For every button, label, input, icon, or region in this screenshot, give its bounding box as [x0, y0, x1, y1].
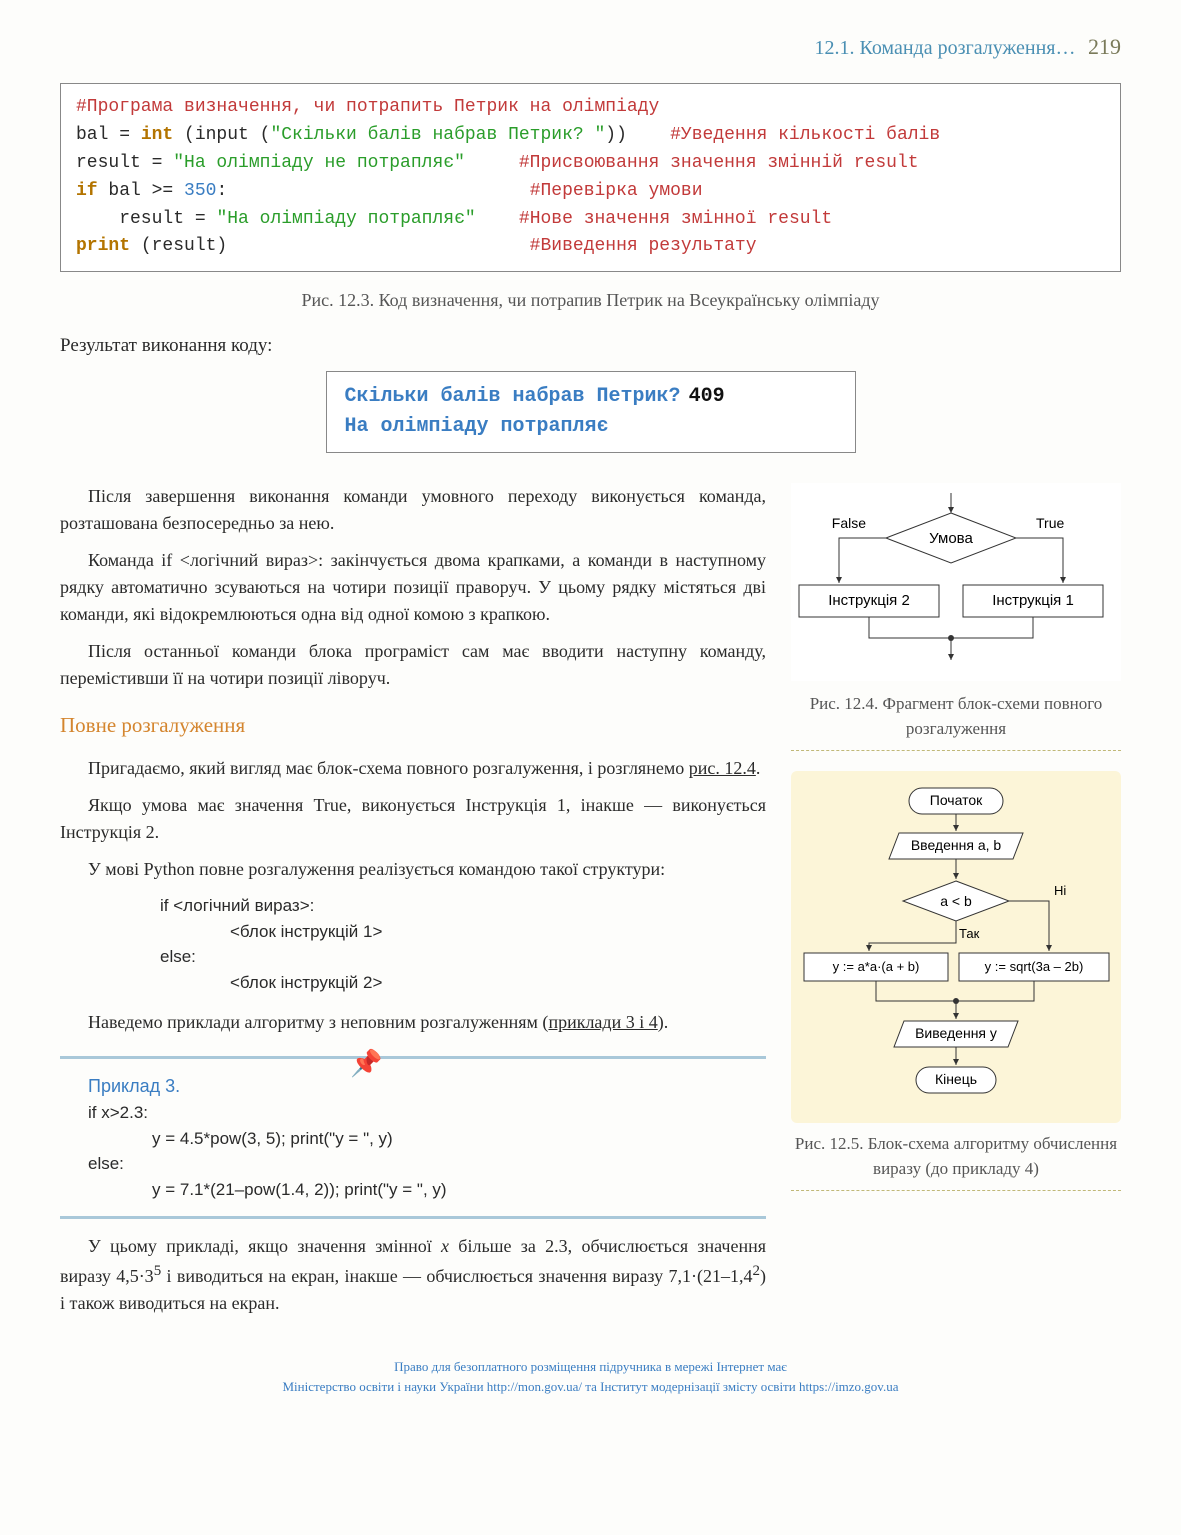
figure-caption-1: Рис. 12.3. Код визначення, чи потрапив П… [60, 287, 1121, 314]
example-title: Приклад 3. [60, 1073, 766, 1100]
example-code: if x>2.3: y = 4.5*pow(3, 5); print("y = … [60, 1100, 766, 1202]
page-number: 219 [1088, 30, 1121, 63]
main-text-column: Після завершення виконання команди умовн… [60, 483, 766, 1328]
svg-text:Ні: Ні [1054, 883, 1066, 898]
paragraph: Після останньої команди блока програміст… [60, 638, 766, 692]
paragraph: Наведемо приклади алгоритму з неповним р… [60, 1009, 766, 1036]
flowchart-12-4: Умова False True Інструкція 2 Інструкція… [791, 483, 1121, 681]
svg-text:Інструкція 1: Інструкція 1 [992, 592, 1074, 609]
figure-caption-2: Рис. 12.4. Фрагмент блок-схеми повного р… [791, 691, 1121, 751]
svg-text:Умова: Умова [929, 530, 973, 547]
result-label: Результат виконання коду: [60, 332, 1121, 361]
paragraph: Після завершення виконання команди умовн… [60, 483, 766, 537]
code-block-main: #Програма визначення, чи потрапить Петри… [60, 83, 1121, 272]
svg-text:False: False [832, 515, 866, 531]
paragraph: Якщо умова має значення True, виконуєтьс… [60, 792, 766, 846]
sidebar-column: Умова False True Інструкція 2 Інструкція… [791, 483, 1121, 1328]
example-3-box: 📌 Приклад 3. if x>2.3: y = 4.5*pow(3, 5)… [60, 1056, 766, 1219]
paragraph: Пригадаємо, який вигляд має блок-схема п… [60, 755, 766, 782]
paragraph: У мові Python повне розгалуження реалізу… [60, 856, 766, 883]
svg-text:Кінець: Кінець [935, 1071, 977, 1087]
code-structure: if <логічний вираз>: <блок інструкцій 1>… [160, 893, 766, 995]
svg-text:Так: Так [959, 926, 980, 941]
page-header: 12.1. Команда розгалуження… 219 [60, 30, 1121, 63]
result-output-box: Скільки балів набрав Петрик?409 На олімп… [326, 371, 856, 453]
svg-text:Інструкція 2: Інструкція 2 [828, 592, 910, 609]
svg-text:y := a*a·(a + b): y := a*a·(a + b) [833, 959, 920, 974]
svg-text:Виведення y: Виведення y [915, 1025, 997, 1041]
section-heading: Повне розгалуження [60, 710, 766, 742]
footer: Право для безоплатного розміщення підруч… [60, 1357, 1121, 1396]
svg-text:Введення a, b: Введення a, b [911, 837, 1002, 853]
paragraph: У цьому прикладі, якщо значення змінної … [60, 1233, 766, 1317]
svg-text:y := sqrt(3a – 2b): y := sqrt(3a – 2b) [985, 959, 1084, 974]
svg-text:True: True [1036, 515, 1064, 531]
svg-text:a < b: a < b [940, 893, 972, 909]
section-title: 12.1. Команда розгалуження… [814, 37, 1075, 59]
paragraph: Команда if <логічний вираз>: закінчуєтьс… [60, 547, 766, 628]
svg-text:Початок: Початок [930, 792, 983, 808]
flowchart-12-5: Початок Введення a, b a < b Так Ні y := … [791, 771, 1121, 1123]
figure-caption-3: Рис. 12.5. Блок-схема алгоритму обчислен… [791, 1131, 1121, 1191]
pin-icon: 📌 [350, 1044, 382, 1083]
